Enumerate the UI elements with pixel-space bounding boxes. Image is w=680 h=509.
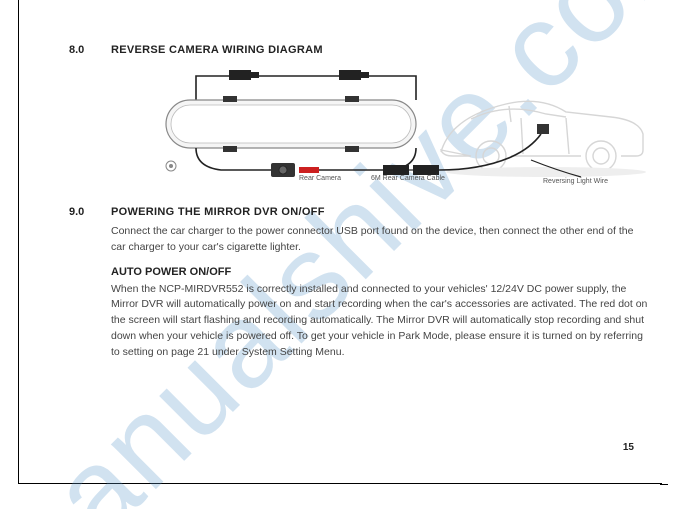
label-rear-camera: Rear Camera xyxy=(299,175,341,182)
crop-tick-right xyxy=(660,484,668,485)
red-tag xyxy=(299,167,319,173)
section-9-paragraph: Connect the car charger to the power con… xyxy=(111,224,649,256)
cable-connector-2 xyxy=(413,165,439,175)
camera-at-car xyxy=(537,124,549,134)
subsection-title: AUTO POWER ON/OFF xyxy=(111,266,649,278)
car-outline xyxy=(441,101,646,177)
label-reversing-wire: Reversing Light Wire xyxy=(543,178,608,185)
section-9-title: POWERING THE MIRROR DVR ON/OFF xyxy=(111,206,325,218)
cable-connector-1 xyxy=(383,165,409,175)
page-frame: manualshive.com 8.0 REVERSE CAMERA WIRIN… xyxy=(18,8,662,484)
section-9-header: 9.0 POWERING THE MIRROR DVR ON/OFF xyxy=(69,206,649,218)
section-8-number: 8.0 xyxy=(69,44,111,56)
page-content: 8.0 REVERSE CAMERA WIRING DIAGRAM xyxy=(69,44,649,360)
connector-top-right xyxy=(339,70,361,80)
connector-top-left xyxy=(229,70,251,80)
subsection-paragraph: When the NCP-MIRDVR552 is correctly inst… xyxy=(111,282,649,361)
crop-tick-top xyxy=(18,0,19,8)
rear-camera-module xyxy=(271,163,295,177)
mirror-device xyxy=(166,96,416,171)
section-8-header: 8.0 REVERSE CAMERA WIRING DIAGRAM xyxy=(69,44,649,56)
section-8-title: REVERSE CAMERA WIRING DIAGRAM xyxy=(111,44,323,56)
label-cable: 6M Rear Camera Cable xyxy=(371,175,445,182)
wiring-diagram: Rear Camera 6M Rear Camera Cable Reversi… xyxy=(111,62,651,192)
section-9-number: 9.0 xyxy=(69,206,111,218)
wiring-diagram-svg xyxy=(111,62,651,192)
page-number: 15 xyxy=(623,442,634,453)
